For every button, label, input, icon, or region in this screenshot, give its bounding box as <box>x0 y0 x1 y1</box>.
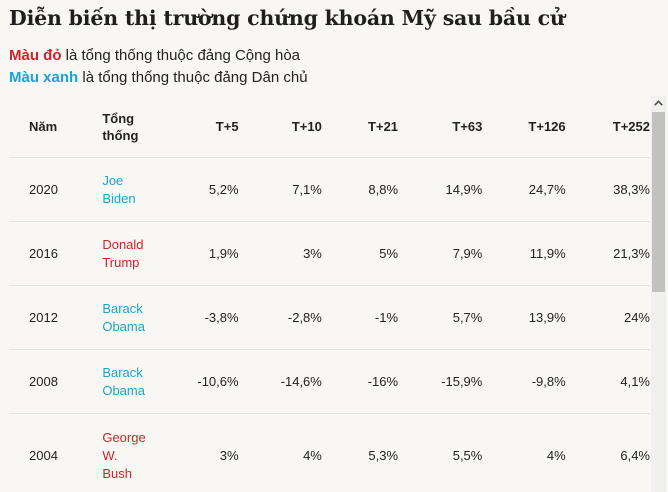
president-name-line: Barack <box>102 300 143 316</box>
cell-t10: 3% <box>238 221 322 286</box>
election-market-table: Năm Tổng thống T+5 T+10 T+21 T+63 T+126 … <box>9 96 650 492</box>
cell-t10: -14,6% <box>238 349 322 414</box>
legend-blue-text: là tổng thống thuộc đảng Dân chủ <box>78 69 308 86</box>
table-scroll-area[interactable]: Năm Tổng thống T+5 T+10 T+21 T+63 T+126 … <box>9 96 650 492</box>
cell-president: Joe Biden <box>94 157 170 222</box>
cell-t21: -1% <box>321 285 399 350</box>
scroll-thumb[interactable] <box>652 112 665 292</box>
header-t5: T+5 <box>169 96 239 158</box>
cell-t21: 5,3% <box>321 413 399 492</box>
table-header-row: Năm Tổng thống T+5 T+10 T+21 T+63 T+126 … <box>9 96 650 158</box>
legend-blue-label: Màu xanh <box>9 69 79 86</box>
cell-t126: -9,8% <box>482 349 566 414</box>
president-name-line: Donald <box>102 236 144 252</box>
cell-t5: 5,2% <box>169 157 239 222</box>
scroll-up-button[interactable] <box>651 96 666 110</box>
header-t21: T+21 <box>321 96 399 158</box>
cell-t5: -3,8% <box>169 285 239 350</box>
cell-year: 2020 <box>9 157 95 222</box>
president-name-line: Trump <box>102 254 140 270</box>
cell-t10: 7,1% <box>238 157 322 222</box>
cell-t5: 3% <box>169 413 239 492</box>
header-t63: T+63 <box>398 96 483 158</box>
header-president-line1: Tổng <box>102 110 135 126</box>
header-t126: T+126 <box>482 96 566 158</box>
president-name-line: Bush <box>102 466 132 481</box>
president-name-line: Obama <box>102 318 145 334</box>
legend-democrat: Màu xanh là tổng thống thuộc đảng Dân ch… <box>9 69 308 86</box>
cell-t21: 5% <box>321 221 399 286</box>
president-name-line: Joe <box>102 172 124 188</box>
vertical-scrollbar[interactable] <box>651 96 666 492</box>
cell-t252: 21,3% <box>565 221 650 286</box>
cell-t126: 4% <box>482 413 566 492</box>
cell-t63: 5,5% <box>398 413 483 492</box>
cell-t126: 24,7% <box>482 157 566 222</box>
table-row: 2004 George W. Bush 3% 4% 5,3% 5,5% 4% 6,4% <box>9 413 650 492</box>
page-title: Diễn biến thị trường chứng khoán Mỹ sau … <box>9 6 565 30</box>
cell-t252: 24% <box>565 285 650 350</box>
cell-president: Donald Trump <box>94 221 170 286</box>
president-name-line: Obama <box>102 382 145 398</box>
table-row: 2012 Barack Obama -3,8% -2,8% -1% 5,7% 13,9% 24% <box>9 285 650 350</box>
cell-t10: -2,8% <box>238 285 322 350</box>
president-name-line: George <box>102 430 146 445</box>
cell-president: Barack Obama <box>94 349 170 414</box>
cell-t63: 14,9% <box>398 157 483 222</box>
cell-year: 2004 <box>9 413 95 492</box>
president-name-line: W. <box>102 448 118 463</box>
cell-t63: 5,7% <box>398 285 483 350</box>
legend-republican: Màu đỏ là tổng thống thuộc đảng Cộng hòa <box>9 47 300 64</box>
cell-year: 2012 <box>9 285 95 350</box>
cell-t252: 6,4% <box>565 413 650 492</box>
header-t10: T+10 <box>238 96 322 158</box>
cell-t126: 13,9% <box>482 285 566 350</box>
legend-red-label: Màu đỏ <box>9 47 62 64</box>
table-row: 2020 Joe Biden 5,2% 7,1% 8,8% 14,9% 24,7% 38,3% <box>9 157 650 222</box>
header-year: Năm <box>9 96 95 158</box>
cell-t5: -10,6% <box>169 349 239 414</box>
cell-t5: 1,9% <box>169 221 239 286</box>
cell-t252: 38,3% <box>565 157 650 222</box>
president-name-line: Barack <box>102 364 143 380</box>
cell-year: 2008 <box>9 349 95 414</box>
header-president: Tổng thống <box>94 96 170 158</box>
cell-president: George W. Bush <box>94 413 170 492</box>
legend-red-text: là tổng thống thuộc đảng Cộng hòa <box>61 47 301 64</box>
cell-t252: 4,1% <box>565 349 650 414</box>
cell-president: Barack Obama <box>94 285 170 350</box>
president-name-line: Biden <box>102 190 136 206</box>
cell-t21: -16% <box>321 349 399 414</box>
header-president-line2: thống <box>102 127 139 143</box>
header-t252: T+252 <box>565 96 650 158</box>
chevron-up-icon <box>654 100 663 106</box>
cell-t63: -15,9% <box>398 349 483 414</box>
table-body: 2020 Joe Biden 5,2% 7,1% 8,8% 14,9% 24,7% 38,3% 2… <box>9 157 650 492</box>
table-row: 2016 Donald Trump 1,9% 3% 5% 7,9% 11,9% 21,3% <box>9 221 650 286</box>
cell-t21: 8,8% <box>321 157 399 222</box>
cell-t63: 7,9% <box>398 221 483 286</box>
cell-t126: 11,9% <box>482 221 566 286</box>
table-row: 2008 Barack Obama -10,6% -14,6% -16% -15,9% -9,… <box>9 349 650 414</box>
cell-year: 2016 <box>9 221 95 286</box>
cell-t10: 4% <box>238 413 322 492</box>
